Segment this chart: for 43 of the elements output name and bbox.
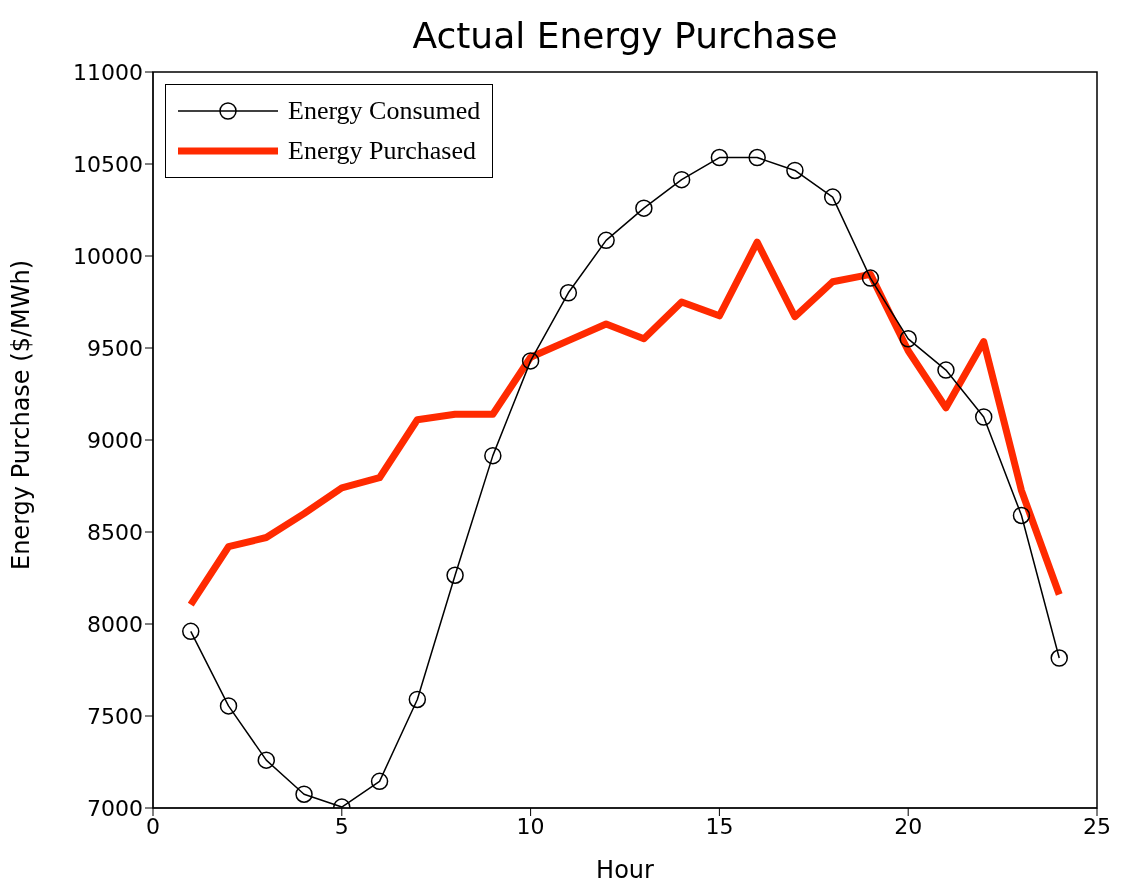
y-tick-label: 8500 — [87, 519, 143, 545]
x-tick-label: 0 — [146, 813, 160, 839]
y-tick-label: 7500 — [87, 703, 143, 729]
y-tick-label: 8000 — [87, 611, 143, 637]
point — [559, 284, 578, 302]
point — [937, 361, 955, 379]
y-tick-label: 7000 — [87, 795, 143, 821]
y-tick-label: 10500 — [73, 151, 143, 177]
point — [295, 785, 313, 803]
point — [446, 566, 464, 584]
x-tick-label: 20 — [894, 813, 923, 839]
legend-label: Energy Purchased — [288, 136, 476, 166]
y-tick-label: 9000 — [87, 427, 143, 453]
x-tick-label: 5 — [334, 813, 349, 839]
point — [1050, 649, 1068, 667]
point — [861, 269, 880, 287]
point — [257, 751, 276, 769]
x-tick-label: 10 — [516, 813, 545, 839]
point — [974, 408, 993, 426]
point — [899, 330, 917, 348]
point — [1012, 506, 1031, 525]
point — [408, 690, 427, 709]
x-tick-label: 25 — [1083, 813, 1111, 839]
point — [748, 148, 766, 167]
chart-title: Actual Energy Purchase — [411, 14, 839, 58]
y-tick-label: 11000 — [73, 59, 143, 85]
point — [635, 199, 653, 217]
x-tick-label: 15 — [705, 813, 734, 839]
point — [370, 772, 389, 791]
point — [182, 622, 200, 641]
x-axis-title: Hour — [596, 856, 655, 884]
y-tick-label: 9500 — [87, 335, 143, 361]
point — [786, 161, 804, 180]
point — [521, 352, 540, 370]
y-axis-title: Energy Purchase ($/MWh) — [6, 260, 35, 570]
point — [597, 231, 615, 250]
legend-label: Energy Consumed — [288, 96, 481, 126]
point — [710, 148, 729, 167]
point — [823, 188, 842, 206]
point — [219, 697, 238, 715]
point — [672, 170, 691, 189]
y-tick-label: 10000 — [73, 243, 143, 269]
point — [484, 446, 502, 465]
